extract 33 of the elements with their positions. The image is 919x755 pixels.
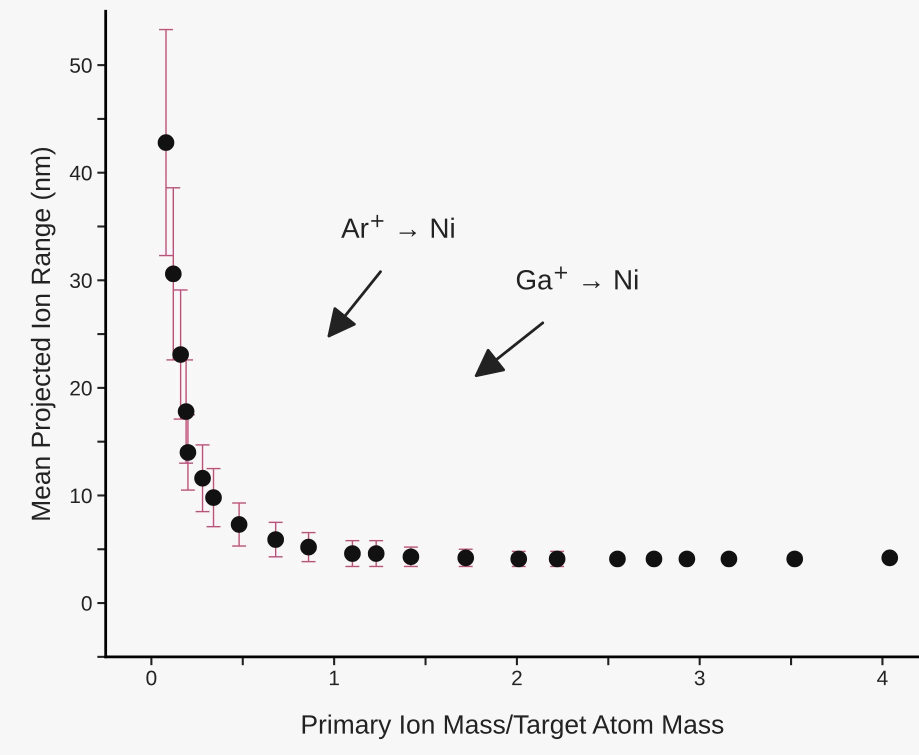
x-tick-label: 4 (877, 670, 888, 686)
point (678, 550, 696, 568)
y-tick-label: 40 (70, 166, 92, 180)
y-tick-label: 30 (70, 273, 92, 288)
annotation: Ar$^{+}$ → Ni (341, 214, 454, 238)
annotation: Ga$^{+}$ → Ni (516, 266, 638, 290)
x-tick-label: 1 (330, 670, 339, 686)
point (267, 531, 284, 548)
point (230, 516, 248, 533)
y-tick-label: 0 (82, 596, 92, 611)
point (368, 545, 385, 562)
point (786, 550, 804, 568)
y-axis-title: Mean Projected Ion Range (nm) (30, 148, 56, 520)
point (609, 550, 626, 568)
point (194, 470, 211, 487)
x-axis-title: Primary Ion Mass/Target Atom Mass (302, 714, 724, 740)
point (300, 538, 317, 556)
point (164, 266, 182, 282)
point (158, 134, 174, 151)
point (180, 444, 196, 461)
x-tick-label: 0 (146, 670, 156, 686)
point (178, 403, 194, 420)
point (881, 550, 898, 566)
y-tick-label: 10 (70, 488, 92, 504)
y-tick-label: 50 (70, 58, 92, 73)
x-tick-label: 2 (512, 670, 522, 686)
y-tick-label: 20 (70, 380, 92, 396)
point (344, 545, 361, 562)
point (646, 550, 662, 568)
x-tick-label: 3 (694, 670, 705, 686)
point (720, 550, 738, 568)
point (172, 346, 189, 363)
point (205, 489, 222, 506)
